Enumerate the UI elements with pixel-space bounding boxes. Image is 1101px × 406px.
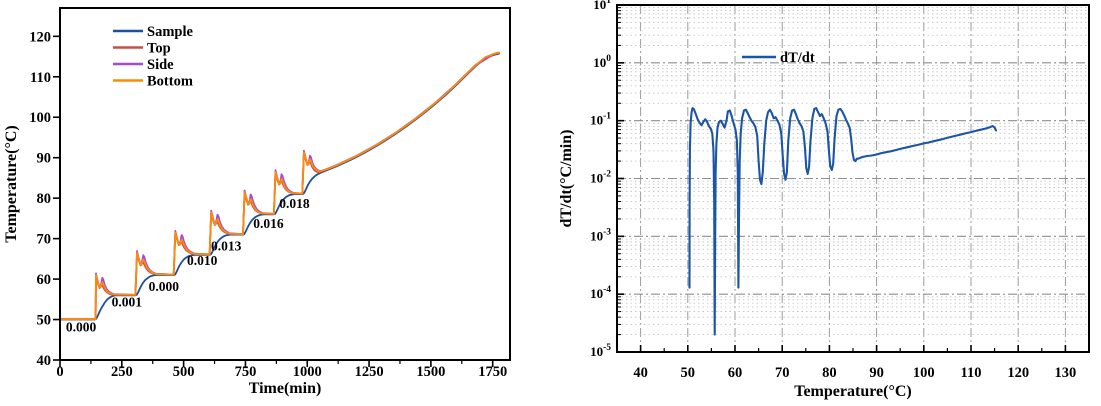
y-axis-title: Temperature(°C) — [3, 125, 20, 242]
x-tick-label: 80 — [822, 365, 837, 381]
rate-temperature-chart: 40 50 60 70 80 90 100 110 120 130 10-5 10-4 10-3 10-2… — [555, 0, 1101, 406]
y-tick-label: 60 — [37, 272, 52, 288]
y-tick-label: 120 — [29, 29, 51, 45]
annotation: 0.018 — [279, 196, 310, 211]
y-tick-label: 10-5 — [590, 343, 611, 359]
annotation: 0.000 — [66, 320, 97, 335]
x-tick-label: 1750 — [478, 364, 507, 380]
series-line-bottom — [59, 51, 500, 321]
legend-label: Sample — [147, 24, 193, 40]
annotation: 0.010 — [187, 253, 218, 268]
x-tick-label: 1500 — [416, 364, 445, 380]
x-tick-label: 750 — [235, 364, 257, 380]
x-axis-title: Time(min) — [249, 380, 322, 397]
y-tick-label: 110 — [30, 70, 51, 86]
series-line-dt-dt — [688, 107, 998, 336]
legend-label: Bottom — [147, 74, 193, 90]
series-line-sample — [59, 52, 500, 321]
series-line-side — [59, 51, 500, 321]
x-tick-label: 500 — [173, 364, 195, 380]
y-axis-title: dT/dt(°C/min) — [558, 130, 575, 228]
y-tick-label: 100 — [593, 54, 611, 70]
y-tick-label: 10-3 — [590, 227, 611, 243]
legend-label: dT/dt — [780, 50, 815, 66]
annotation: 0.016 — [253, 216, 284, 231]
y-tick-label: 10-1 — [590, 112, 611, 128]
annotation: 0.013 — [211, 239, 242, 254]
temperature-time-plot: 0 250 500 750 1000 1250 1500 1750 40 50 60 70 80 90 10… — [3, 7, 511, 397]
rate-temperature-plot: 40 50 60 70 80 90 100 110 120 130 10-5 10-4 10-3 10-2… — [558, 0, 1090, 400]
x-tick-label: 60 — [728, 365, 743, 381]
x-tick-label: 100 — [913, 365, 935, 381]
y-tick-label: 101 — [593, 0, 611, 12]
x-tick-label: 0 — [56, 364, 63, 380]
x-tick-label: 90 — [869, 365, 884, 381]
x-tick-label: 250 — [111, 364, 133, 380]
x-tick-label: 50 — [681, 365, 696, 381]
x-tick-label: 130 — [1055, 365, 1077, 381]
y-tick-label: 100 — [29, 110, 51, 126]
y-tick-label: 10-2 — [590, 170, 611, 186]
legend-label: Side — [147, 57, 174, 73]
series-line-top — [59, 52, 500, 321]
y-tick-label: 90 — [37, 151, 52, 167]
x-tick-label: 1250 — [355, 364, 384, 380]
annotation: 0.000 — [149, 279, 180, 294]
plot-border — [59, 7, 511, 361]
annotation: 0.001 — [112, 295, 143, 310]
x-tick-label: 110 — [961, 365, 982, 381]
x-tick-label: 120 — [1007, 365, 1029, 381]
x-tick-label: 40 — [633, 365, 648, 381]
y-tick-label: 50 — [37, 313, 52, 329]
legend-label: Top — [147, 41, 171, 57]
y-tick-label: 40 — [37, 353, 52, 369]
temperature-time-chart: 0 250 500 750 1000 1250 1500 1750 40 50 60 70 80 90 10… — [3, 7, 511, 397]
y-tick-label: 10-4 — [590, 285, 611, 301]
y-tick-label: 70 — [37, 232, 52, 248]
x-axis-title: Temperature(°C) — [794, 383, 911, 400]
x-tick-label: 1000 — [293, 364, 322, 380]
x-tick-label: 70 — [775, 365, 790, 381]
y-tick-label: 80 — [37, 191, 52, 207]
